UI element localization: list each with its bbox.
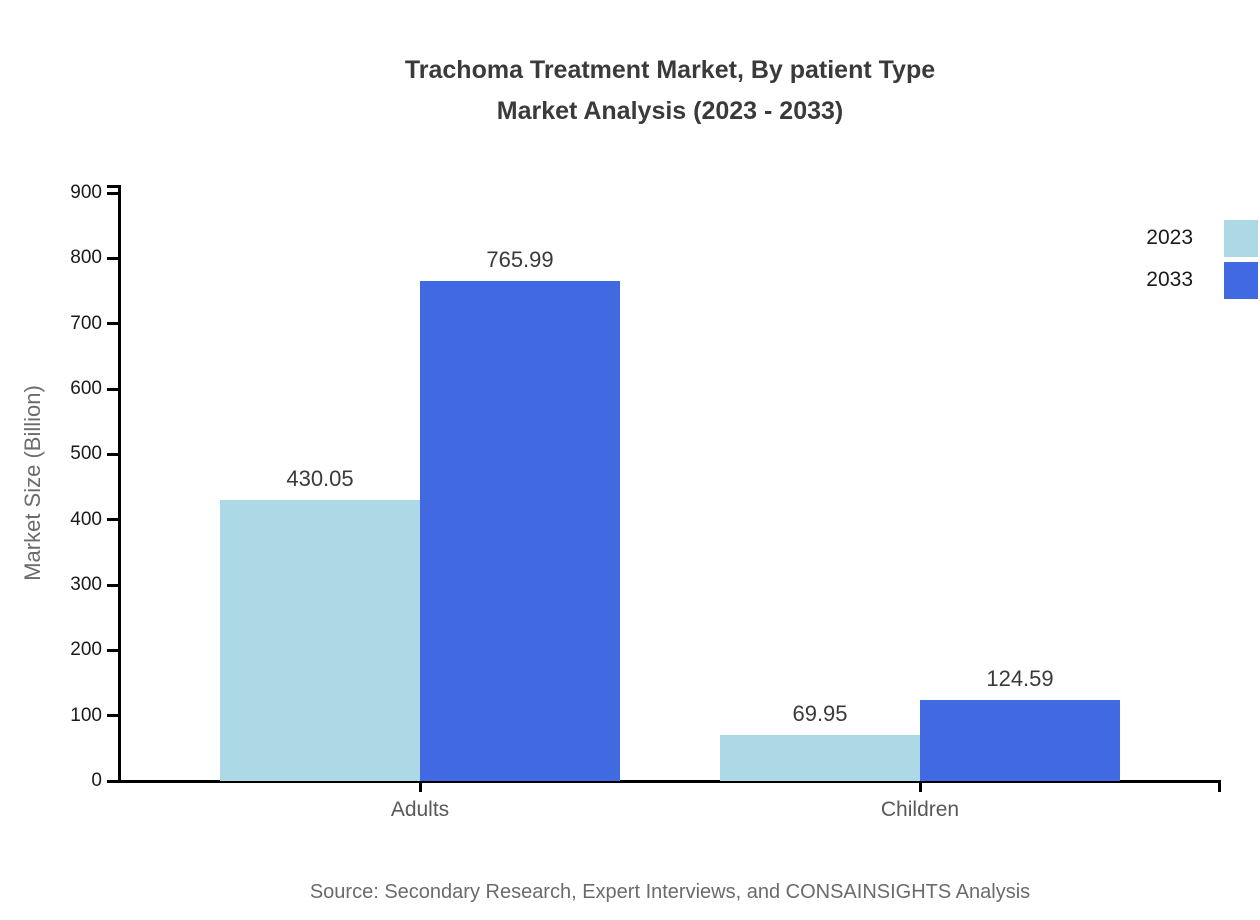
- value-label-adults-2023: 430.05: [286, 466, 354, 492]
- y-tick-mark: [107, 583, 118, 587]
- y-tick-mark: [107, 322, 118, 326]
- bar-adults-2023: [220, 500, 420, 781]
- chart-title-line2: Market Analysis (2023 - 2033): [496, 97, 844, 125]
- chart-title: Trachoma Treatment Market, By patient Ty…: [80, 50, 1260, 132]
- bar-children-2033: [920, 699, 1120, 781]
- plot-area: 0 100 200 300 400 500 600 700 800 900 Adults 430.05…: [70, 182, 1221, 821]
- legend-label-2033: 2033: [1146, 268, 1193, 291]
- y-tick-mark: [107, 648, 118, 652]
- legend-swatch-2033: [1224, 262, 1258, 299]
- y-tick-label: 900: [70, 182, 102, 203]
- y-tick-label: 700: [70, 312, 102, 334]
- legend-label-2023: 2023: [1146, 226, 1193, 249]
- y-tick-label: 500: [70, 443, 102, 465]
- y-tick-label: 600: [70, 378, 102, 399]
- y-tick-mark: [107, 779, 118, 783]
- source-note: Source: Secondary Research, Expert Inter…: [309, 881, 1031, 903]
- bar-children-2023: [720, 735, 920, 781]
- x-axis-line: [118, 780, 1221, 783]
- value-label-children-2023: 69.95: [792, 701, 848, 727]
- y-tick-label: 300: [70, 574, 102, 595]
- y-tick-mark: [107, 256, 118, 260]
- y-tick-mark: [107, 387, 118, 391]
- y-tick-label: 0: [91, 770, 102, 791]
- legend-swatch-2023: [1224, 220, 1258, 257]
- y-tick-mark: [107, 191, 118, 195]
- y-axis-end-cap: [107, 185, 118, 188]
- value-label-adults-2033: 765.99: [486, 246, 554, 272]
- y-tick-mark: [107, 452, 118, 456]
- x-tick-mark: [418, 781, 422, 792]
- category-label-children: Children: [880, 798, 960, 821]
- chart-title-line1: Trachoma Treatment Market, By patient Ty…: [404, 56, 936, 84]
- bar-adults-2033: [420, 280, 620, 781]
- x-tick-mark: [918, 781, 922, 792]
- x-axis-end-cap: [1218, 780, 1221, 792]
- y-tick-label: 100: [70, 704, 102, 726]
- y-axis-line: [118, 185, 121, 782]
- y-tick-mark: [107, 518, 118, 522]
- y-tick-label: 400: [70, 508, 102, 530]
- y-tick-label: 800: [70, 247, 102, 269]
- y-tick-mark: [107, 714, 118, 718]
- value-label-children-2033: 124.59: [986, 665, 1054, 691]
- category-label-adults: Adults: [390, 798, 450, 821]
- y-axis-title: Market Size (Billion): [20, 385, 45, 581]
- y-tick-label: 200: [70, 639, 102, 661]
